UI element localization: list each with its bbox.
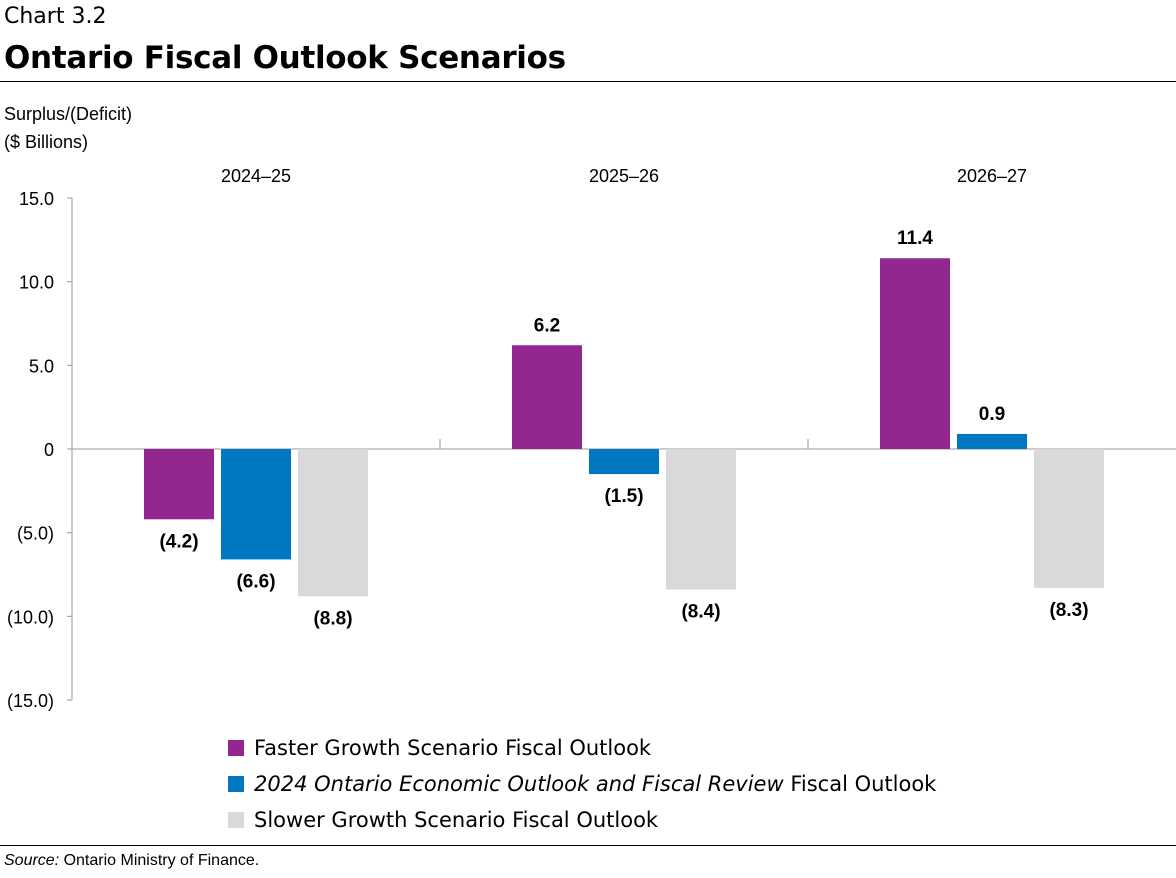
bar	[957, 433, 1027, 449]
chart-number: Chart 3.2	[4, 4, 107, 29]
data-label: (8.4)	[681, 602, 720, 623]
footer-divider	[0, 845, 1176, 846]
bar	[666, 449, 736, 590]
y-tick-label: 10.0	[19, 273, 54, 293]
data-label: (6.6)	[236, 571, 275, 592]
source-label: Source:	[4, 852, 60, 869]
data-label: 0.9	[979, 404, 1005, 425]
y-tick-label: 15.0	[19, 189, 54, 209]
source-text: Ontario Ministry of Finance.	[59, 852, 260, 869]
legend-swatch	[228, 740, 244, 756]
title-divider	[0, 81, 1176, 82]
legend-label-rest: Fiscal Outlook	[783, 772, 937, 796]
legend-label-italic: 2024 Ontario Economic Outlook and Fiscal…	[254, 772, 784, 796]
legend-item-ontario: 2024 Ontario Economic Outlook and Fiscal…	[228, 772, 936, 796]
y-tick-label: 5.0	[29, 356, 54, 376]
y-tick-label: (15.0)	[7, 691, 54, 711]
bar	[880, 258, 950, 449]
y-axis-label: Surplus/(Deficit) ($ Billions)	[4, 100, 132, 156]
source-note: Source: Ontario Ministry of Finance.	[4, 852, 259, 870]
bar	[589, 449, 659, 475]
bar	[1034, 449, 1104, 588]
category-label: 2025–26	[589, 166, 659, 186]
legend-item-faster: Faster Growth Scenario Fiscal Outlook	[228, 736, 651, 760]
y-tick-label: (10.0)	[7, 607, 54, 627]
data-label: (8.3)	[1049, 600, 1088, 621]
legend-swatch	[228, 812, 244, 828]
y-tick-label: 0	[44, 440, 54, 460]
category-label: 2026–27	[957, 166, 1027, 186]
bar	[512, 345, 582, 449]
chart-title: Ontario Fiscal Outlook Scenarios	[4, 40, 566, 76]
y-axis-label-line1: Surplus/(Deficit)	[4, 104, 133, 124]
data-label: (1.5)	[604, 486, 643, 507]
bar	[298, 449, 368, 597]
data-label: (8.8)	[313, 608, 352, 629]
data-label: 11.4	[897, 228, 933, 249]
legend-item-slower: Slower Growth Scenario Fiscal Outlook	[228, 808, 658, 832]
legend-label: Slower Growth Scenario Fiscal Outlook	[254, 808, 659, 832]
bar	[144, 449, 214, 520]
data-label: 6.2	[534, 315, 560, 336]
legend-label: Faster Growth Scenario Fiscal Outlook	[254, 736, 652, 760]
bar	[221, 449, 291, 560]
category-label: 2024–25	[221, 166, 291, 186]
y-axis-label-line2: ($ Billions)	[4, 132, 89, 152]
data-label: (4.2)	[159, 531, 198, 552]
y-tick-label: (5.0)	[17, 524, 54, 544]
legend-swatch	[228, 776, 244, 792]
